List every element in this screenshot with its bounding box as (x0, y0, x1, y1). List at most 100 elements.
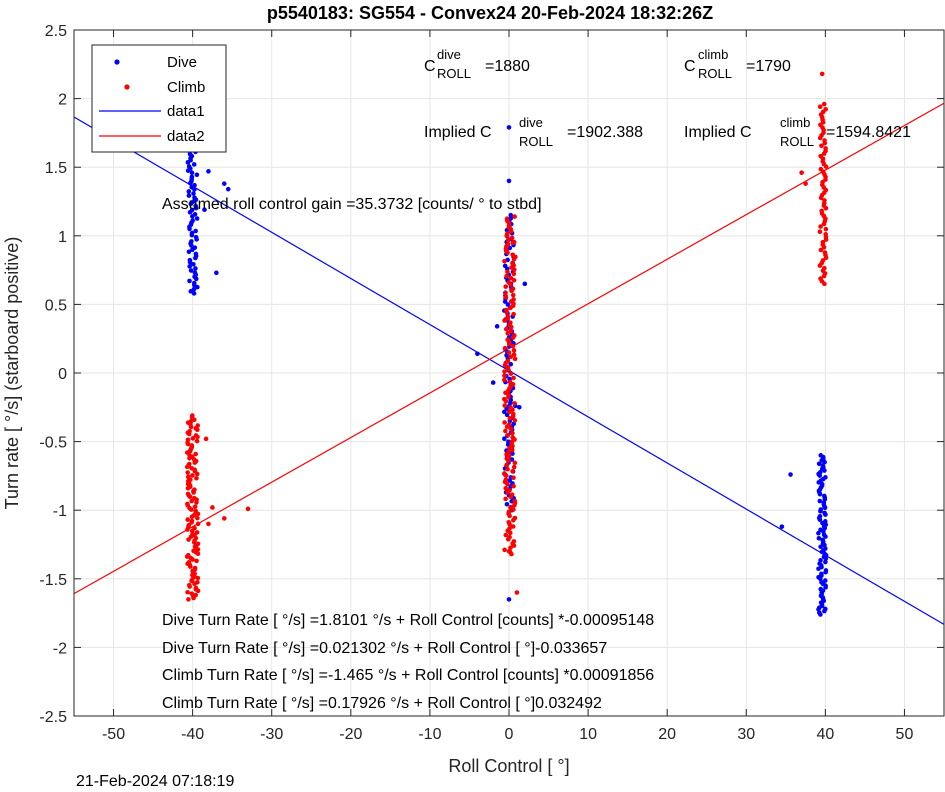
point-climb (510, 524, 516, 529)
point-climb (511, 475, 516, 480)
point-dive (187, 278, 192, 284)
y-tick-label: -1.5 (39, 572, 67, 589)
point-climb (505, 269, 510, 275)
point-climb (194, 558, 199, 564)
point-dive (818, 527, 823, 533)
point-climb (822, 250, 828, 255)
implied-climb-value: =1594.8421 (826, 124, 911, 141)
point-dive (818, 507, 824, 512)
point-dive (192, 195, 197, 200)
point-climb (507, 534, 512, 540)
point-climb (503, 290, 508, 296)
c-climb-sup: climb (698, 47, 728, 62)
point-climb (507, 526, 512, 531)
point-climb (509, 235, 515, 241)
point-climb (823, 226, 829, 232)
point-dive (822, 578, 828, 583)
point-climb (504, 216, 510, 222)
point-dive (822, 510, 827, 516)
point-dive (189, 174, 195, 180)
y-tick-label: 1 (58, 229, 67, 246)
point-climb (510, 252, 516, 258)
c-dive-value: =1880 (485, 58, 530, 75)
legend: Dive Climb data1 data2 (91, 44, 227, 153)
point-climb (508, 354, 514, 359)
x-tick-label: -30 (260, 726, 283, 743)
annotation-c-dive: C dive ROLL =1880 (424, 47, 530, 81)
point-dive (818, 453, 824, 458)
point-dive (823, 559, 828, 565)
point-climb (503, 428, 508, 434)
y-tick-label: 0 (58, 366, 67, 383)
point-climb (186, 582, 192, 588)
point-dive (506, 439, 511, 444)
implied-dive-sup: dive (519, 115, 543, 130)
point-climb (511, 297, 516, 302)
point-dive (779, 524, 785, 529)
point-climb (504, 326, 509, 332)
point-dive (823, 475, 828, 480)
point-dive (189, 239, 194, 244)
annotation-c-climb: C climb ROLL =1790 (684, 47, 791, 81)
y-tick-label: -0.5 (39, 435, 67, 452)
point-climb (502, 403, 508, 408)
point-dive (506, 597, 512, 602)
point-climb (203, 436, 209, 442)
point-dive (206, 169, 211, 174)
point-climb (819, 208, 824, 214)
point-climb (210, 505, 215, 510)
point-climb (508, 371, 514, 376)
point-dive (189, 207, 195, 213)
point-climb (194, 530, 200, 535)
point-dive (186, 193, 192, 198)
point-climb (185, 501, 190, 507)
point-dive (817, 513, 823, 519)
point-climb (822, 138, 827, 143)
gain-annotation: Assumed roll control gain =35.3732 [coun… (162, 196, 542, 213)
point-climb (505, 358, 511, 364)
point-climb (185, 474, 191, 480)
point-dive (189, 170, 195, 176)
point-climb (185, 517, 191, 522)
y-tick-label: -2.5 (39, 709, 67, 726)
point-dive (506, 178, 512, 184)
chart-title: p5540183: SG554 - Convex24 20-Feb-2024 1… (267, 3, 713, 23)
x-tick-label: 10 (579, 726, 597, 743)
point-climb (508, 505, 513, 510)
x-tick-label: 20 (658, 726, 676, 743)
implied-climb-sub: ROLL (780, 134, 814, 149)
point-climb (195, 423, 201, 428)
point-climb (186, 597, 191, 602)
fit-climb-degrees: Climb Turn Rate [ °/s] =0.17926 °/s + Ro… (162, 695, 602, 712)
point-climb (509, 492, 515, 497)
point-climb (245, 506, 251, 512)
point-climb (505, 337, 510, 343)
point-dive (191, 291, 197, 296)
point-dive (186, 189, 192, 194)
point-climb (508, 275, 514, 281)
point-climb (506, 549, 512, 554)
point-climb (503, 294, 509, 300)
point-dive (221, 181, 227, 186)
point-dive (822, 519, 828, 524)
point-climb (502, 345, 508, 351)
point-climb (187, 461, 192, 467)
implied-dive-base: Implied C (424, 124, 492, 141)
point-climb (221, 516, 227, 521)
point-climb (819, 143, 824, 149)
point-climb (185, 437, 191, 443)
c-climb-value: =1790 (746, 58, 791, 75)
point-climb (195, 541, 201, 547)
point-climb (193, 592, 198, 598)
point-climb (502, 258, 507, 264)
point-climb (192, 487, 197, 492)
point-climb (507, 379, 513, 385)
y-axis-label: Turn rate [ °/s] (starboard positive) (2, 237, 22, 510)
point-climb (506, 280, 512, 285)
point-dive (490, 380, 496, 385)
point-climb (512, 460, 518, 466)
point-climb (504, 273, 509, 279)
point-dive (818, 586, 824, 592)
point-climb (193, 451, 198, 457)
